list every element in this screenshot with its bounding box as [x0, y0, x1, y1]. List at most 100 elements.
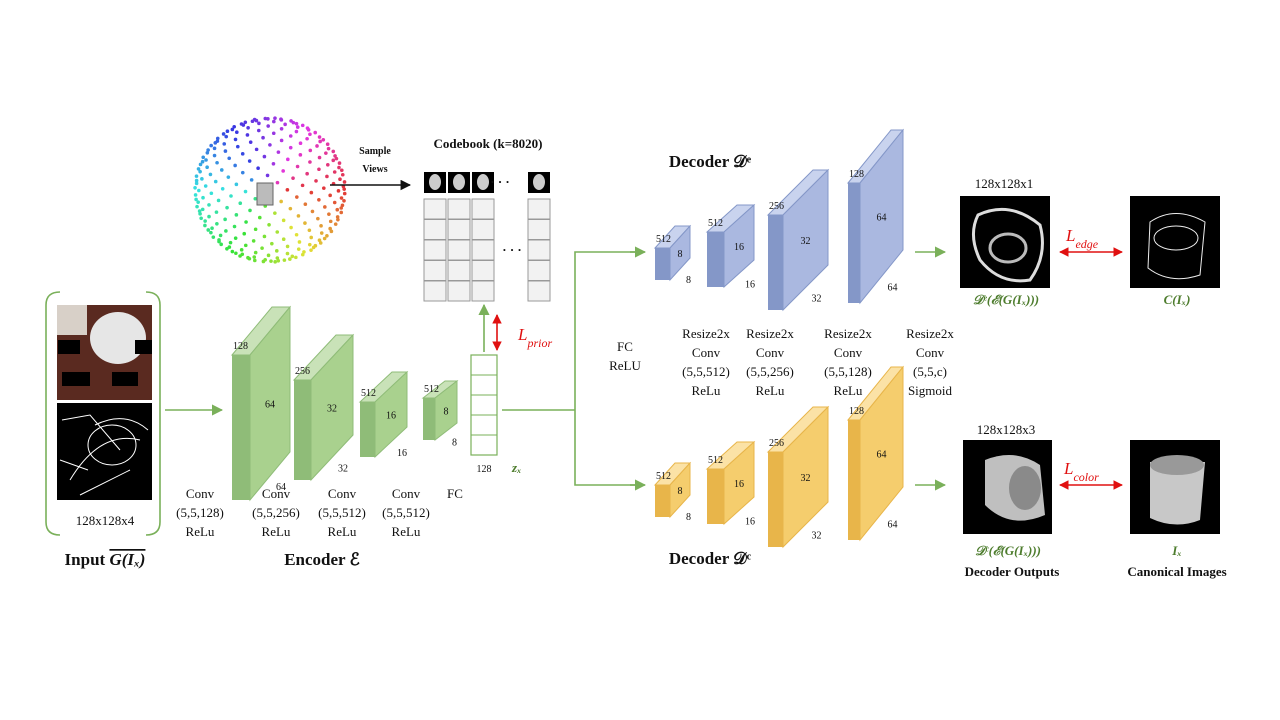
block-dim: 16 [734, 479, 744, 490]
view-point [305, 136, 309, 141]
view-point [300, 123, 305, 128]
view-point [337, 161, 342, 165]
view-point [300, 252, 305, 257]
view-point [315, 144, 319, 148]
view-point [195, 204, 199, 209]
block-dim: 512 [424, 384, 439, 395]
view-point [227, 156, 232, 161]
view-point [240, 252, 245, 257]
view-point [275, 180, 280, 185]
view-point [328, 193, 332, 198]
view-point [198, 212, 202, 216]
block-front [768, 452, 783, 547]
view-point [206, 228, 211, 232]
bracket [145, 291, 161, 536]
view-point [254, 147, 259, 152]
layer-label: Conv [756, 345, 785, 360]
view-point [325, 174, 329, 179]
layer-label: (5,5,512) [682, 364, 730, 379]
view-point [300, 183, 305, 188]
view-point [290, 254, 295, 259]
codebook-cell [527, 219, 551, 240]
view-point [230, 127, 235, 132]
output-subcaption: Decoder Outputs [965, 564, 1060, 579]
view-point [206, 148, 210, 152]
view-point [198, 169, 202, 174]
view-point [271, 131, 276, 136]
view-point [194, 174, 199, 178]
layer-label: Resize2x [906, 326, 954, 341]
block-dim: 512 [708, 218, 723, 229]
view-point [342, 199, 346, 203]
view-point [211, 235, 216, 239]
layer-label: ReLu [186, 524, 215, 539]
block-dim: 512 [656, 234, 671, 245]
block-dim: 8 [452, 438, 457, 449]
block-dim: 512 [708, 455, 723, 466]
latent-label: zₓ [511, 460, 521, 475]
view-point [309, 190, 314, 195]
view-point [340, 203, 345, 208]
target-caption: C(Iₓ) [1164, 292, 1191, 307]
view-point [322, 186, 326, 190]
view-point [222, 142, 227, 146]
fc-dim: 128 [477, 464, 492, 475]
view-point [331, 158, 336, 163]
view-point [212, 146, 217, 151]
view-point [228, 240, 233, 245]
view-thumb-object [477, 174, 489, 190]
view-point [342, 191, 347, 196]
block-front [294, 380, 311, 480]
view-point [208, 172, 213, 177]
codebook-cell [471, 239, 495, 261]
fc-label: FC [447, 486, 463, 501]
view-point [215, 136, 220, 141]
view-point [240, 170, 245, 175]
layer-label: ReLu [392, 524, 421, 539]
layer-label: (5,5,512) [382, 505, 430, 520]
color-target-image [1130, 440, 1220, 534]
view-point [318, 241, 323, 245]
view-point [239, 248, 244, 252]
codebook-cell [447, 280, 471, 302]
branch-line [502, 251, 643, 486]
view-point [203, 219, 207, 223]
block-front [655, 248, 670, 280]
view-point [317, 167, 321, 172]
view-point [286, 157, 290, 162]
view-point [248, 140, 253, 144]
layer-label: Resize2x [824, 326, 872, 341]
block-dim: 32 [338, 464, 348, 475]
view-point [307, 242, 312, 247]
view-point [302, 250, 306, 254]
view-point [209, 191, 214, 196]
view-point [308, 132, 312, 137]
view-point [328, 226, 332, 231]
view-point [268, 143, 272, 147]
view-point [256, 128, 261, 133]
view-point [219, 242, 223, 247]
view-point [234, 182, 239, 187]
view-point [238, 201, 243, 205]
loss-symbol: L [1063, 459, 1073, 478]
view-point [340, 168, 344, 173]
view-point [307, 228, 312, 233]
input-symbol: G(Iₓ) [109, 550, 145, 569]
view-point [234, 213, 239, 217]
view-point [270, 241, 274, 246]
view-point [262, 234, 267, 239]
view-point [288, 145, 293, 150]
view-point [326, 146, 331, 151]
view-point [240, 152, 245, 156]
view-point [260, 246, 264, 250]
output-caption: 𝒟ᶜ(ℰ(G(Iₓ))) [975, 543, 1041, 558]
view-thumb-object [429, 174, 441, 190]
view-point [216, 198, 221, 203]
block-dim: 8 [678, 486, 683, 497]
view-point [233, 236, 238, 240]
view-point [305, 171, 309, 176]
view-point [325, 233, 329, 238]
view-thumb-object [533, 174, 545, 190]
view-point [273, 211, 277, 215]
